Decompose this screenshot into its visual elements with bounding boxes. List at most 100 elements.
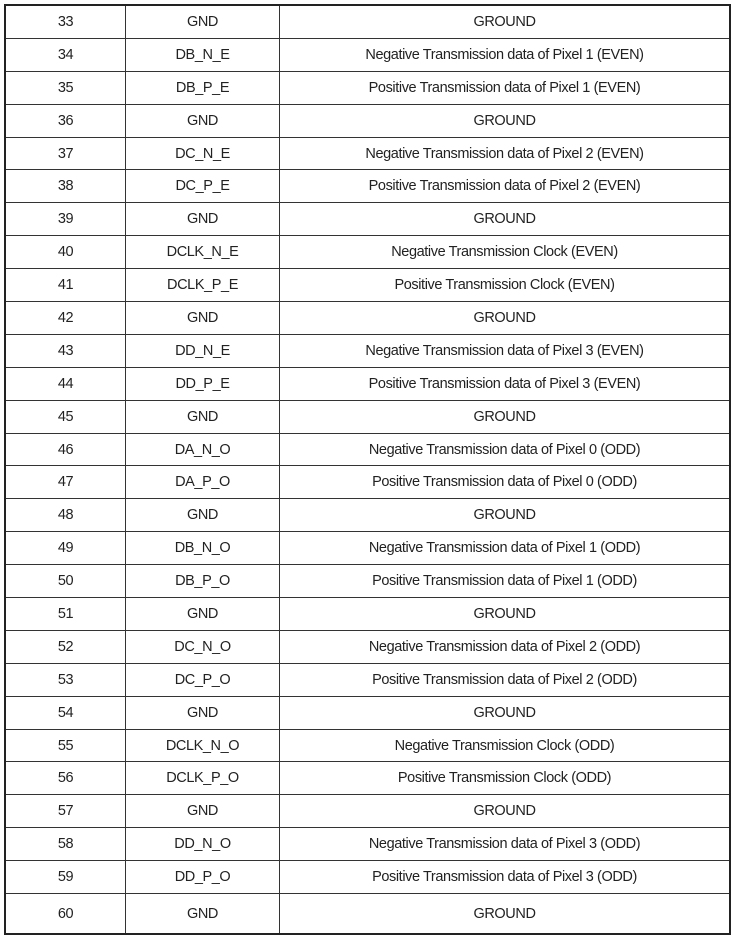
- pin-number: 49: [4, 531, 126, 566]
- signal-description: Positive Transmission data of Pixel 2 (E…: [279, 169, 731, 204]
- table-row: 41 DCLK_P_E Positive Transmission Clock (E…: [4, 268, 731, 303]
- pin-number: 58: [4, 827, 126, 862]
- signal-name: DD_P_E: [125, 366, 280, 401]
- table-row: 37 DC_N_E Negative Transmission data of Pi…: [4, 136, 731, 171]
- pin-number: 37: [4, 136, 126, 171]
- table-row: 44 DD_P_E Positive Transmission data of Pi…: [4, 366, 731, 401]
- pin-number: 52: [4, 629, 126, 664]
- signal-description: GROUND: [279, 893, 731, 935]
- signal-description: Negative Transmission data of Pixel 3 (E…: [279, 333, 731, 368]
- pin-number: 57: [4, 794, 126, 829]
- table-row: 55 DCLK_N_O Negative Transmission Clock (O…: [4, 728, 731, 763]
- table-row: 38 DC_P_E Positive Transmission data of Pi…: [4, 169, 731, 204]
- signal-name: GND: [125, 498, 280, 533]
- table-row: 49 DB_N_O Negative Transmission data of Pi…: [4, 531, 731, 566]
- table-row: 51 GND GROUND: [4, 597, 731, 631]
- signal-description: GROUND: [279, 103, 731, 138]
- signal-description: GROUND: [279, 202, 731, 237]
- signal-name: DD_P_O: [125, 860, 280, 895]
- table-row: 46 DA_N_O Negative Transmission data of Pi…: [4, 432, 731, 467]
- signal-name: DD_N_O: [125, 827, 280, 862]
- signal-name: DC_N_O: [125, 629, 280, 664]
- signal-description: Positive Transmission Clock (EVEN): [279, 268, 731, 303]
- pin-number: 60: [4, 893, 126, 935]
- signal-description: Positive Transmission data of Pixel 3 (O…: [279, 860, 731, 895]
- signal-description: Positive Transmission data of Pixel 1 (E…: [279, 70, 731, 105]
- table-row: 48 GND GROUND: [4, 498, 731, 533]
- signal-description: GROUND: [279, 301, 731, 335]
- signal-description: GROUND: [279, 794, 731, 829]
- pin-number: 46: [4, 432, 126, 467]
- table-row: 53 DC_P_O Positive Transmission data of Pi…: [4, 662, 731, 697]
- signal-name: DB_P_O: [125, 564, 280, 599]
- signal-description: Positive Transmission Clock (ODD): [279, 761, 731, 796]
- table-row: 42 GND GROUND: [4, 301, 731, 335]
- signal-name: DB_N_E: [125, 37, 280, 72]
- table-row: 35 DB_P_E Positive Transmission data of Pi…: [4, 70, 731, 105]
- signal-name: DCLK_N_E: [125, 235, 280, 270]
- signal-description: Negative Transmission data of Pixel 0 (O…: [279, 432, 731, 467]
- signal-description: Negative Transmission data of Pixel 2 (E…: [279, 136, 731, 171]
- pin-number: 38: [4, 169, 126, 204]
- table-row: 47 DA_P_O Positive Transmission data of Pi…: [4, 465, 731, 500]
- table-row: 43 DD_N_E Negative Transmission data of Pi…: [4, 333, 731, 368]
- table-row: 40 DCLK_N_E Negative Transmission Clock (E…: [4, 235, 731, 270]
- table-row: 39 GND GROUND: [4, 202, 731, 237]
- signal-description: Positive Transmission data of Pixel 1 (O…: [279, 564, 731, 599]
- signal-name: DCLK_P_E: [125, 268, 280, 303]
- pin-number: 51: [4, 597, 126, 631]
- signal-name: DA_N_O: [125, 432, 280, 467]
- table-row: 54 GND GROUND: [4, 695, 731, 730]
- table-row: 45 GND GROUND: [4, 399, 731, 434]
- pin-number: 39: [4, 202, 126, 237]
- table-row: 52 DC_N_O Negative Transmission data of Pi…: [4, 629, 731, 664]
- table-row: 33 GND GROUND: [4, 4, 731, 39]
- pin-table: 33 GND GROUND 34 DB_N_E Negative Transmission…: [4, 4, 731, 936]
- signal-description: Negative Transmission data of Pixel 1 (O…: [279, 531, 731, 566]
- pin-number: 53: [4, 662, 126, 697]
- pin-number: 44: [4, 366, 126, 401]
- signal-description: GROUND: [279, 498, 731, 533]
- pin-number: 33: [4, 4, 126, 39]
- signal-description: GROUND: [279, 4, 731, 39]
- pin-number: 50: [4, 564, 126, 599]
- pin-number: 34: [4, 37, 126, 72]
- signal-name: GND: [125, 893, 280, 935]
- pin-number: 41: [4, 268, 126, 303]
- signal-name: GND: [125, 4, 280, 39]
- pin-number: 59: [4, 860, 126, 895]
- pin-number: 35: [4, 70, 126, 105]
- table-row: 57 GND GROUND: [4, 794, 731, 829]
- pin-number: 36: [4, 103, 126, 138]
- signal-description: Positive Transmission data of Pixel 0 (O…: [279, 465, 731, 500]
- pin-number: 43: [4, 333, 126, 368]
- pin-number: 48: [4, 498, 126, 533]
- table-row: 56 DCLK_P_O Positive Transmission Clock (O…: [4, 761, 731, 796]
- table-row: 50 DB_P_O Positive Transmission data of Pi…: [4, 564, 731, 599]
- pin-number: 55: [4, 728, 126, 763]
- pin-number: 47: [4, 465, 126, 500]
- signal-description: Negative Transmission Clock (ODD): [279, 728, 731, 763]
- signal-name: GND: [125, 301, 280, 335]
- signal-description: Negative Transmission data of Pixel 2 (O…: [279, 629, 731, 664]
- signal-name: GND: [125, 695, 280, 730]
- signal-name: DD_N_E: [125, 333, 280, 368]
- signal-description: Negative Transmission data of Pixel 3 (O…: [279, 827, 731, 862]
- table-row: 59 DD_P_O Positive Transmission data of Pi…: [4, 860, 731, 895]
- pin-number: 42: [4, 301, 126, 335]
- signal-name: GND: [125, 202, 280, 237]
- signal-name: DA_P_O: [125, 465, 280, 500]
- table-row: 58 DD_N_O Negative Transmission data of Pi…: [4, 827, 731, 862]
- pin-number: 45: [4, 399, 126, 434]
- signal-description: Positive Transmission data of Pixel 3 (E…: [279, 366, 731, 401]
- pin-number: 56: [4, 761, 126, 796]
- signal-name: DC_N_E: [125, 136, 280, 171]
- signal-name: DB_N_O: [125, 531, 280, 566]
- signal-name: GND: [125, 597, 280, 631]
- signal-name: DC_P_E: [125, 169, 280, 204]
- signal-description: GROUND: [279, 399, 731, 434]
- table-row: 36 GND GROUND: [4, 103, 731, 138]
- pin-number: 40: [4, 235, 126, 270]
- signal-description: GROUND: [279, 597, 731, 631]
- signal-name: DCLK_P_O: [125, 761, 280, 796]
